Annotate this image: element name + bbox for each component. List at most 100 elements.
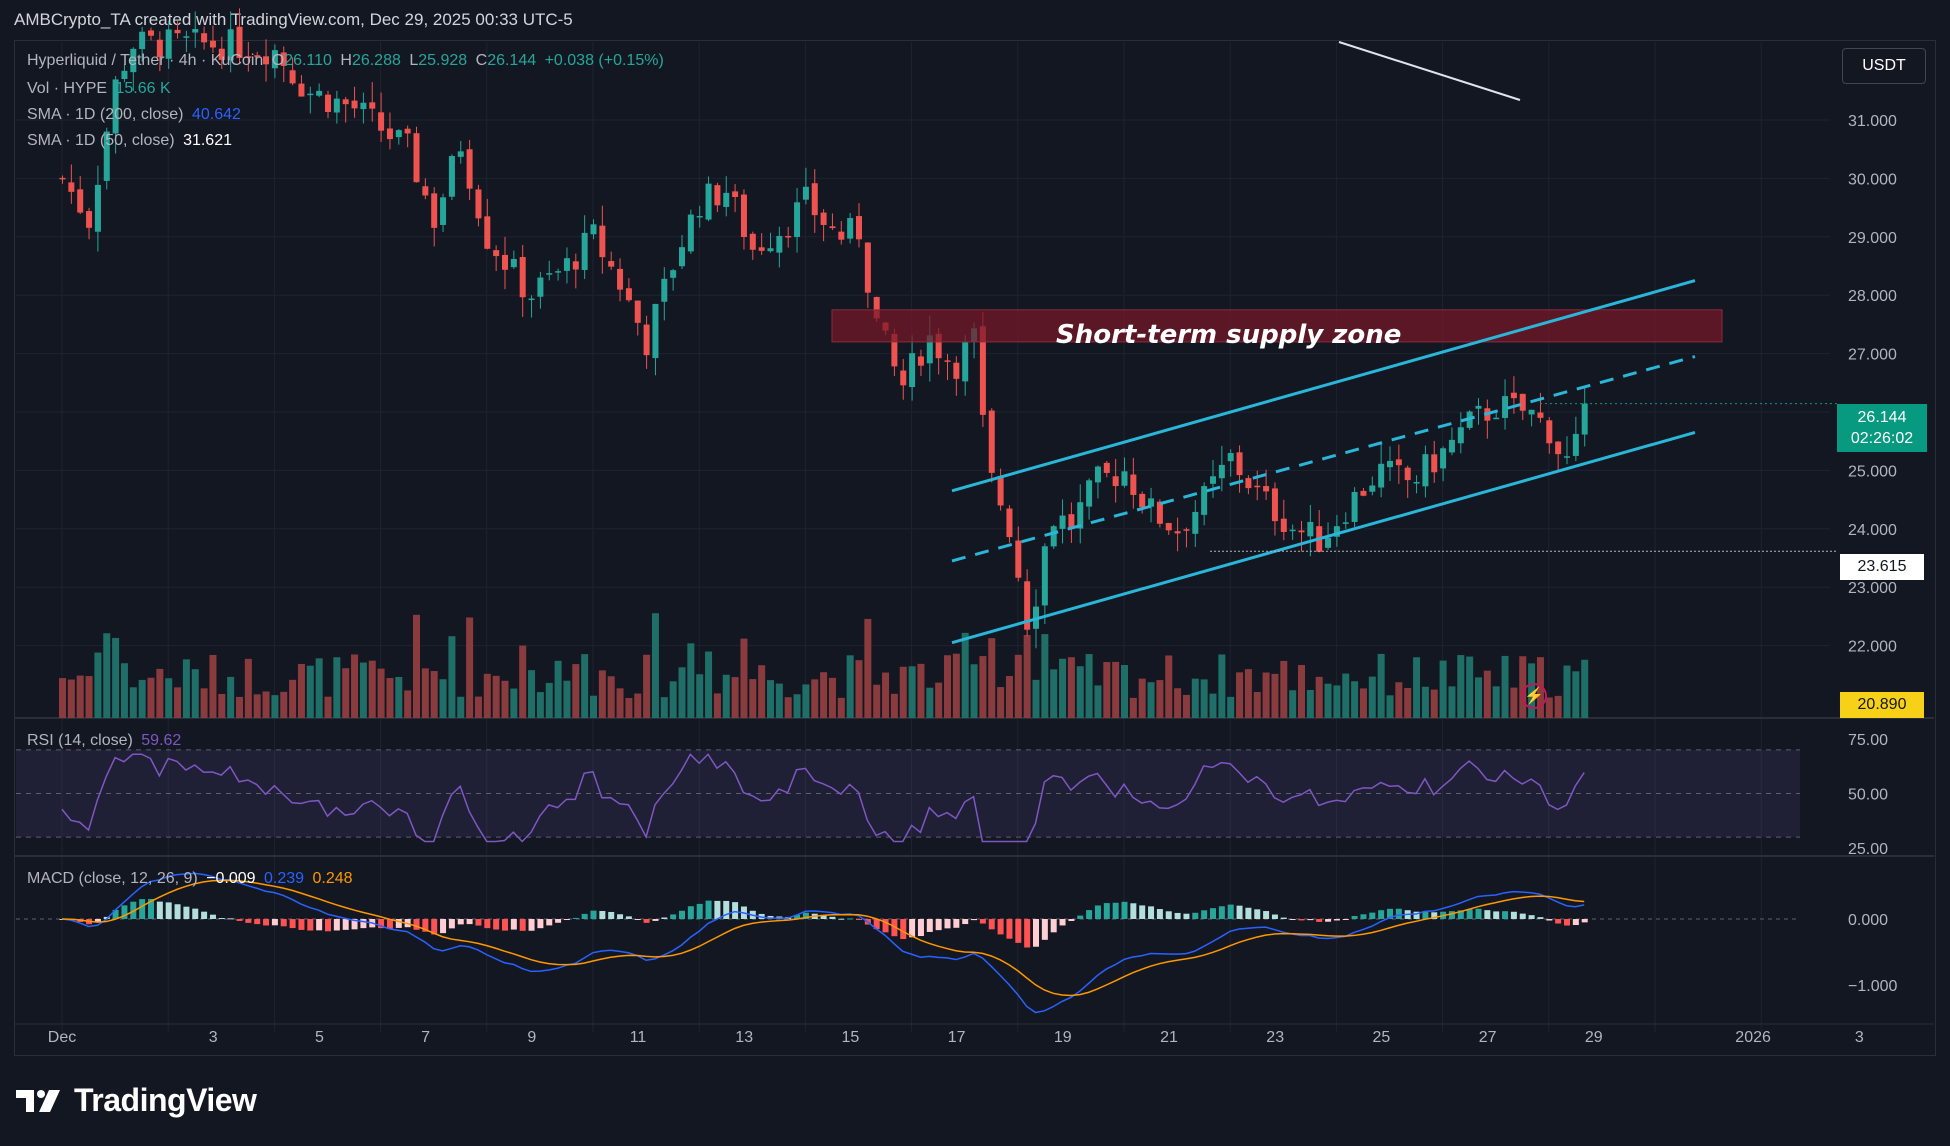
volume-bar <box>244 658 252 718</box>
close-label: C <box>475 52 488 69</box>
candle-body <box>891 333 898 367</box>
candle-body <box>413 133 420 183</box>
volume-bar <box>1333 685 1341 718</box>
macd-histogram-bar <box>794 914 801 919</box>
macd-histogram-bar <box>1325 919 1332 922</box>
candle-body <box>625 288 632 301</box>
candle-body <box>652 303 659 359</box>
candle-body <box>440 197 447 225</box>
price-tick-label: 29.000 <box>1848 230 1897 247</box>
volume-bar <box>616 688 624 718</box>
candle-body <box>1564 456 1570 458</box>
volume-bar <box>1466 656 1474 718</box>
volume-bar <box>1174 688 1182 718</box>
macd-histogram-bar <box>581 913 588 919</box>
candle-body <box>192 29 199 33</box>
rsi-legend[interactable]: RSI (14, close) 59.62 <box>27 732 185 750</box>
volume-bar <box>997 687 1005 718</box>
volume-bar <box>1076 666 1084 718</box>
volume-bar <box>1156 680 1164 718</box>
volume-bar <box>1271 673 1279 718</box>
candle-body <box>68 182 75 192</box>
volume-bar <box>908 666 916 718</box>
volume-bar <box>218 693 226 718</box>
candle-body <box>670 270 677 278</box>
macd-histogram-bar <box>1148 906 1155 919</box>
candle-body <box>1218 464 1225 479</box>
currency-button[interactable]: USDT <box>1842 48 1926 84</box>
volume-bar <box>182 659 190 718</box>
macd-histogram-bar <box>625 916 632 919</box>
rsi-tick-label: 75.00 <box>1848 732 1888 749</box>
volume-bar <box>625 697 633 718</box>
tradingview-logo[interactable]: TradingView <box>16 1082 257 1119</box>
macd-legend[interactable]: MACD (close, 12, 26, 9) −0.009 0.239 0.2… <box>27 870 357 888</box>
volume-bar <box>1581 659 1589 718</box>
macd-histogram-bar <box>944 919 951 929</box>
macd-histogram-bar <box>1316 919 1323 922</box>
volume-bar <box>333 657 341 718</box>
macd-histogram-bar <box>1537 917 1544 919</box>
macd-line <box>61 872 1585 1014</box>
channel-upper-line <box>951 279 1696 493</box>
candle-body <box>1360 490 1367 496</box>
macd-histogram-bar <box>1156 909 1163 919</box>
macd-histogram-bar <box>333 919 340 931</box>
volume-bar <box>1218 654 1226 718</box>
time-tick-label: 5 <box>315 1029 324 1046</box>
candle-body <box>1006 508 1013 538</box>
candle-body <box>386 128 393 140</box>
candle-body <box>457 151 464 157</box>
candle-body <box>1475 405 1482 409</box>
volume-bar <box>359 662 367 718</box>
macd-histogram-bar <box>1094 905 1101 919</box>
sma-line <box>1338 41 1521 101</box>
candle-body <box>909 353 916 388</box>
lightning-icon[interactable]: ⚡ <box>1521 683 1547 709</box>
candle-body <box>1413 482 1420 484</box>
candle-body <box>900 370 907 386</box>
candle-body <box>59 177 66 180</box>
macd-histogram-bar <box>1457 910 1464 919</box>
candle-body <box>519 257 526 298</box>
macd-histogram-bar <box>94 919 101 923</box>
macd-histogram-bar <box>802 912 809 919</box>
volume-bar <box>952 653 960 718</box>
macd-histogram-bar <box>1555 919 1562 924</box>
price-tick-label: 24.000 <box>1848 522 1897 539</box>
macd-histogram-bar <box>502 919 508 931</box>
volume-bar <box>581 654 589 718</box>
time-tick-label: 23 <box>1266 1029 1284 1046</box>
candle-body <box>864 242 871 293</box>
candle-body <box>679 247 685 267</box>
volume-bar <box>528 670 536 718</box>
rsi-tick-label: 25.00 <box>1848 841 1888 858</box>
volume-bar <box>598 670 606 718</box>
macd-histogram-bar <box>1033 919 1039 947</box>
sma200-legend[interactable]: SMA · 1D (200, close) 40.642 <box>27 106 245 124</box>
rsi-label: RSI (14, close) <box>27 732 133 749</box>
volume-bar <box>643 654 651 718</box>
volume-bar <box>820 672 828 718</box>
volume-bar <box>837 697 845 718</box>
volume-bar <box>85 676 93 718</box>
volume-bar <box>607 676 615 718</box>
macd-histogram-bar <box>316 919 323 931</box>
volume-legend[interactable]: Vol · HYPE 15.66 K <box>27 80 175 98</box>
sma50-legend[interactable]: SMA · 1D (50, close) 31.621 <box>27 132 236 150</box>
macd-histogram-bar <box>1024 919 1031 948</box>
volume-bar <box>784 697 792 718</box>
time-tick-label: 25 <box>1373 1029 1391 1046</box>
macd-histogram-bar <box>767 915 774 919</box>
candle-body <box>165 29 172 59</box>
candle-body <box>271 50 278 69</box>
macd-histogram-bar <box>1218 906 1225 919</box>
symbol-legend[interactable]: Hyperliquid / Tether · 4h · KuCoin O26.1… <box>27 52 668 70</box>
candle-body <box>1342 522 1349 524</box>
macd-histogram-bar <box>1121 901 1128 919</box>
volume-bar <box>280 691 288 718</box>
volume-bar <box>289 679 297 718</box>
volume-bar <box>297 663 305 718</box>
macd-histogram-bar <box>1139 905 1146 919</box>
